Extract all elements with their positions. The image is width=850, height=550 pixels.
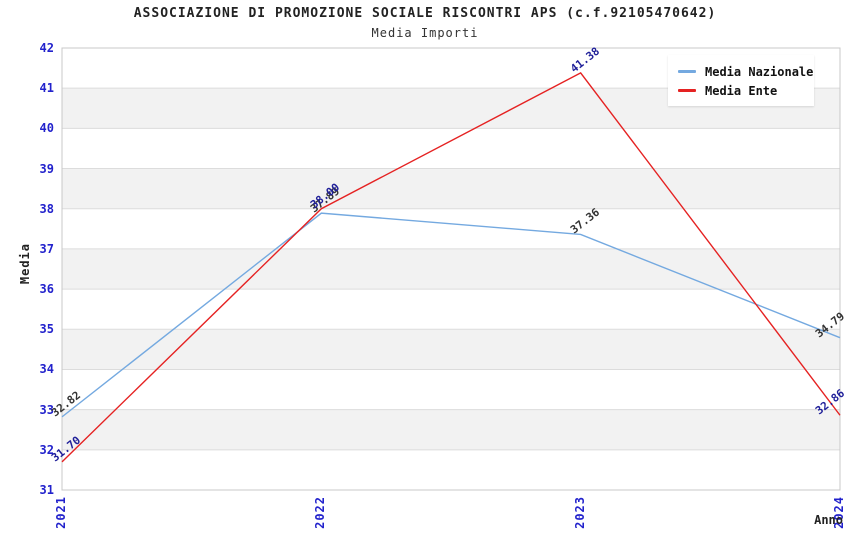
x-axis-title: Anno [814, 513, 843, 527]
legend-label-media-ente: Media Ente [705, 83, 778, 98]
y-tick-label: 31 [39, 483, 54, 497]
plot-band [62, 168, 840, 209]
media-nazionale-line-swatch [678, 70, 696, 73]
y-tick-label: 42 [39, 41, 54, 55]
legend-label-media-nazionale: Media Nazionale [705, 64, 814, 79]
legend: Media Nazionale Media Ente [668, 55, 814, 106]
y-axis-title: Media [18, 243, 32, 285]
y-tick-label: 41 [39, 81, 54, 96]
y-tick-label: 32 [39, 442, 54, 457]
media-ente-line-swatch [678, 89, 696, 92]
y-tick-label: 38 [39, 201, 54, 216]
plot-band [62, 208, 840, 249]
chart-title: ASSOCIAZIONE DI PROMOZIONE SOCIALE RISCO… [133, 6, 717, 21]
plot-frame [61, 47, 841, 491]
x-tick-label: 2022 [313, 496, 328, 529]
y-tick-label: 35 [39, 322, 54, 337]
legend-item-media-nazionale: Media Nazionale [678, 62, 814, 81]
chart-subtitle: Media Importi [371, 26, 479, 40]
plot-band [62, 128, 840, 169]
y-tick-label: 36 [39, 282, 54, 297]
plot-band [62, 329, 840, 370]
y-tick-label: 39 [39, 161, 54, 176]
plot-band [62, 409, 840, 450]
legend-item-media-ente: Media Ente [678, 81, 814, 100]
plot-band [62, 289, 840, 330]
plot-band [62, 248, 840, 290]
series-line-media-ente [61, 72, 841, 463]
plot-band [62, 449, 840, 490]
x-tick-label: 2021 [54, 496, 68, 529]
y-tick-label: 37 [39, 241, 54, 256]
y-tick-label: 34 [39, 362, 54, 377]
x-tick-label: 2023 [572, 496, 587, 529]
y-tick-label: 40 [39, 121, 54, 136]
plot-band [62, 369, 840, 410]
series-line-media-nazionale [61, 212, 841, 418]
y-tick-label: 33 [39, 402, 54, 417]
